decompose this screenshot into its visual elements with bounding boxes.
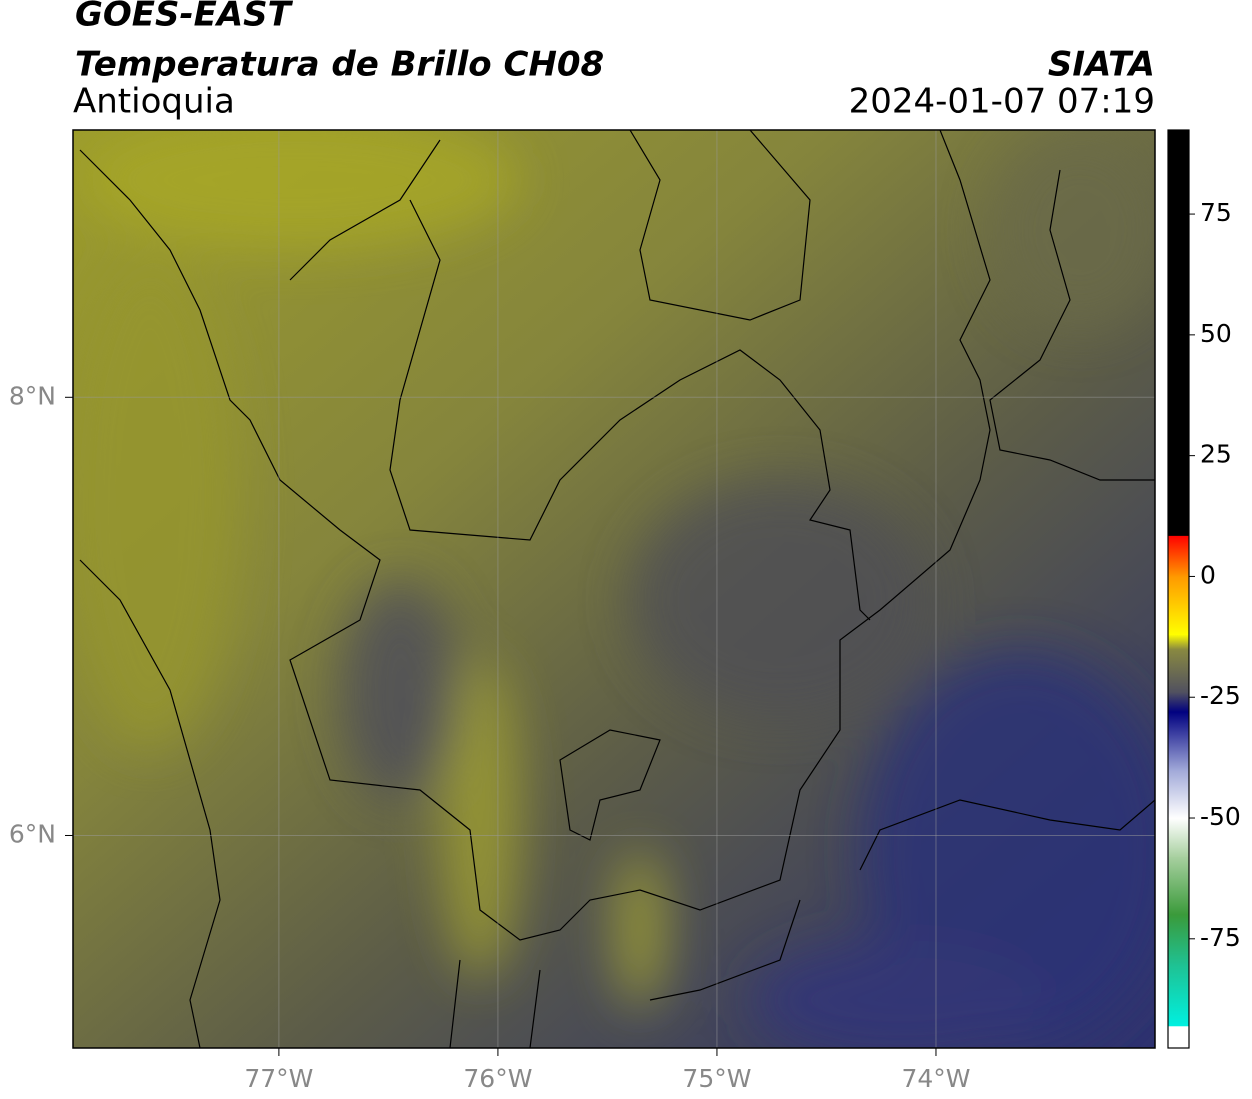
colorbar-segment	[1168, 576, 1189, 635]
colorbar-tick-label: -50	[1200, 802, 1241, 831]
colorbar-segment	[1168, 914, 1189, 964]
x-tick-label: 75°W	[682, 1064, 751, 1093]
map-field	[73, 130, 1155, 1048]
colorbar-segment	[1168, 962, 1189, 1027]
colorbar-tick-label: -75	[1200, 923, 1241, 952]
x-tick-label: 76°W	[463, 1064, 532, 1093]
colorbar-segment	[1168, 692, 1189, 713]
satellite: GOES-EAST	[75, 0, 294, 35]
colorbar-tick-label: 25	[1200, 440, 1232, 469]
colorbar-segment	[1168, 648, 1189, 693]
y-tick-label: 8°N	[9, 381, 56, 410]
x-tick-label: 77°W	[244, 1064, 313, 1093]
colorbar-tick-label: 75	[1200, 198, 1232, 227]
y-tick-label: 6°N	[9, 819, 56, 848]
colorbar-segment	[1168, 634, 1189, 650]
grid	[73, 130, 1155, 1048]
x-tick-label: 74°W	[901, 1064, 970, 1093]
colorbar-frame	[1167, 129, 1190, 1049]
colorbar-tick-label: -25	[1200, 681, 1241, 710]
colorbar-tick-label: 50	[1200, 319, 1232, 348]
source: SIATA	[1048, 45, 1155, 85]
region: Antioquia	[73, 82, 235, 122]
colorbar-tick-label: 0	[1200, 560, 1216, 589]
colorbar	[1168, 130, 1189, 1049]
datetime: 2024-01-07 07:19	[849, 82, 1155, 122]
colorbar-segment	[1168, 711, 1189, 771]
colorbar-segment	[1168, 856, 1189, 916]
colorbar-segment	[1168, 818, 1189, 858]
map-frame	[72, 129, 1156, 1049]
colorbar-segment	[1168, 769, 1189, 819]
product: Temperatura de Brillo CH08	[75, 45, 604, 85]
colorbar-segment	[1168, 535, 1189, 577]
colorbar-segment	[1168, 1025, 1189, 1049]
colorbar-segment	[1168, 130, 1189, 536]
